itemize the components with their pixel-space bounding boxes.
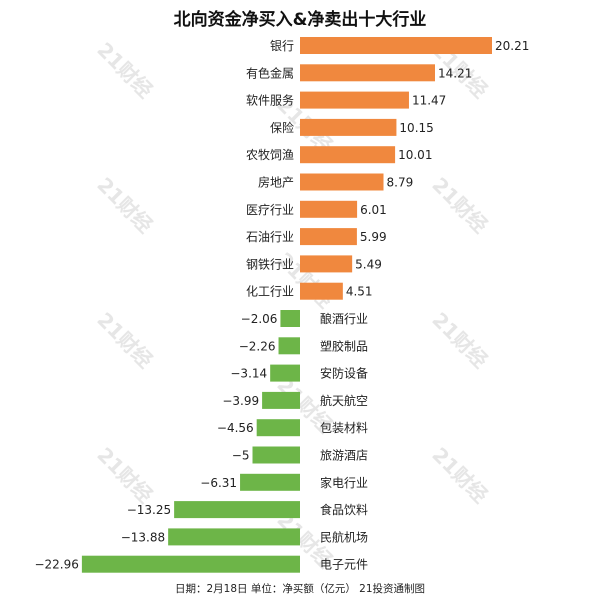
watermark-text: 21财经 [92, 173, 157, 238]
chart-title: 北向资金净买入&净卖出十大行业 [173, 10, 427, 30]
bars-layer [81, 37, 492, 573]
bar-positive [300, 282, 343, 300]
category-label: 安防设备 [320, 366, 368, 381]
value-label: −13.25 [127, 503, 171, 517]
value-label: −6.31 [200, 476, 237, 490]
bar-positive [300, 118, 397, 136]
category-label: 食品饮料 [320, 502, 368, 517]
watermark-text: 21财经 [92, 308, 157, 373]
category-label: 酿酒行业 [320, 311, 368, 326]
value-label: 6.01 [360, 203, 387, 217]
category-label: 有色金属 [246, 65, 294, 80]
bar-negative [174, 501, 300, 519]
bar-negative [256, 419, 300, 437]
category-label: 家电行业 [320, 475, 368, 490]
category-label: 民航机场 [320, 529, 368, 544]
bar-negative [280, 310, 300, 327]
category-label: 钢铁行业 [246, 257, 294, 271]
watermark-text: 21财经 [427, 308, 492, 373]
category-label: 医疗行业 [246, 203, 294, 217]
category-label: 旅游酒店 [320, 449, 368, 463]
category-label: 保险 [270, 120, 294, 135]
value-label: 5.99 [360, 230, 387, 244]
value-label: 20.21 [495, 39, 529, 53]
value-label: −22.96 [34, 558, 78, 572]
value-label: −3.14 [230, 367, 267, 381]
value-label: 4.51 [346, 285, 373, 299]
value-label: 8.79 [387, 176, 414, 190]
value-label: 5.49 [355, 257, 382, 271]
bar-negative [168, 528, 300, 546]
value-label: 11.47 [412, 94, 446, 108]
category-label: 石油行业 [246, 230, 294, 244]
watermark-text: 21财经 [92, 443, 157, 508]
bar-negative [262, 391, 300, 409]
chart-caption: 日期：2月18日 单位：净买额（亿元） 21投资通制图 [174, 583, 426, 595]
watermark-text: 21财经 [427, 443, 492, 508]
value-label: −4.56 [217, 421, 254, 435]
category-label: 农牧饲渔 [246, 148, 294, 162]
bar-positive [300, 173, 384, 191]
bar-negative [240, 473, 300, 491]
watermark-text: 21财经 [427, 173, 492, 238]
bar-positive [300, 200, 358, 218]
value-label: −2.06 [241, 312, 278, 326]
bar-negative [278, 337, 300, 355]
bar-positive [300, 64, 435, 82]
bar-positive [300, 37, 492, 54]
category-label: 化工行业 [246, 285, 294, 299]
bar-negative [81, 555, 300, 573]
bar-negative [252, 446, 300, 464]
value-label: −3.99 [222, 394, 259, 408]
category-label: 航天航空 [320, 393, 368, 408]
category-label: 软件服务 [246, 93, 294, 108]
category-label: 塑胶制品 [320, 338, 368, 353]
watermark-text: 21财经 [92, 38, 157, 103]
bar-positive [300, 91, 409, 109]
bar-positive [300, 255, 353, 273]
labels-layer: 银行 20.21 有色金属 14.21 软件服务 11.47 保险 10.15 农牧饲渔 10.0… [34, 39, 529, 572]
value-label: −5 [232, 449, 250, 463]
category-label: 包装材料 [320, 421, 368, 435]
value-label: 10.01 [398, 148, 432, 162]
value-label: 10.15 [399, 121, 433, 135]
bar-positive [300, 228, 357, 246]
bar-positive [300, 146, 396, 164]
value-label: 14.21 [438, 66, 472, 80]
category-label: 房地产 [258, 175, 294, 190]
bar-negative [270, 364, 300, 382]
value-label: −13.88 [121, 530, 165, 544]
category-label: 电子元件 [320, 558, 368, 572]
value-label: −2.26 [239, 339, 276, 353]
category-label: 银行 [270, 39, 294, 53]
